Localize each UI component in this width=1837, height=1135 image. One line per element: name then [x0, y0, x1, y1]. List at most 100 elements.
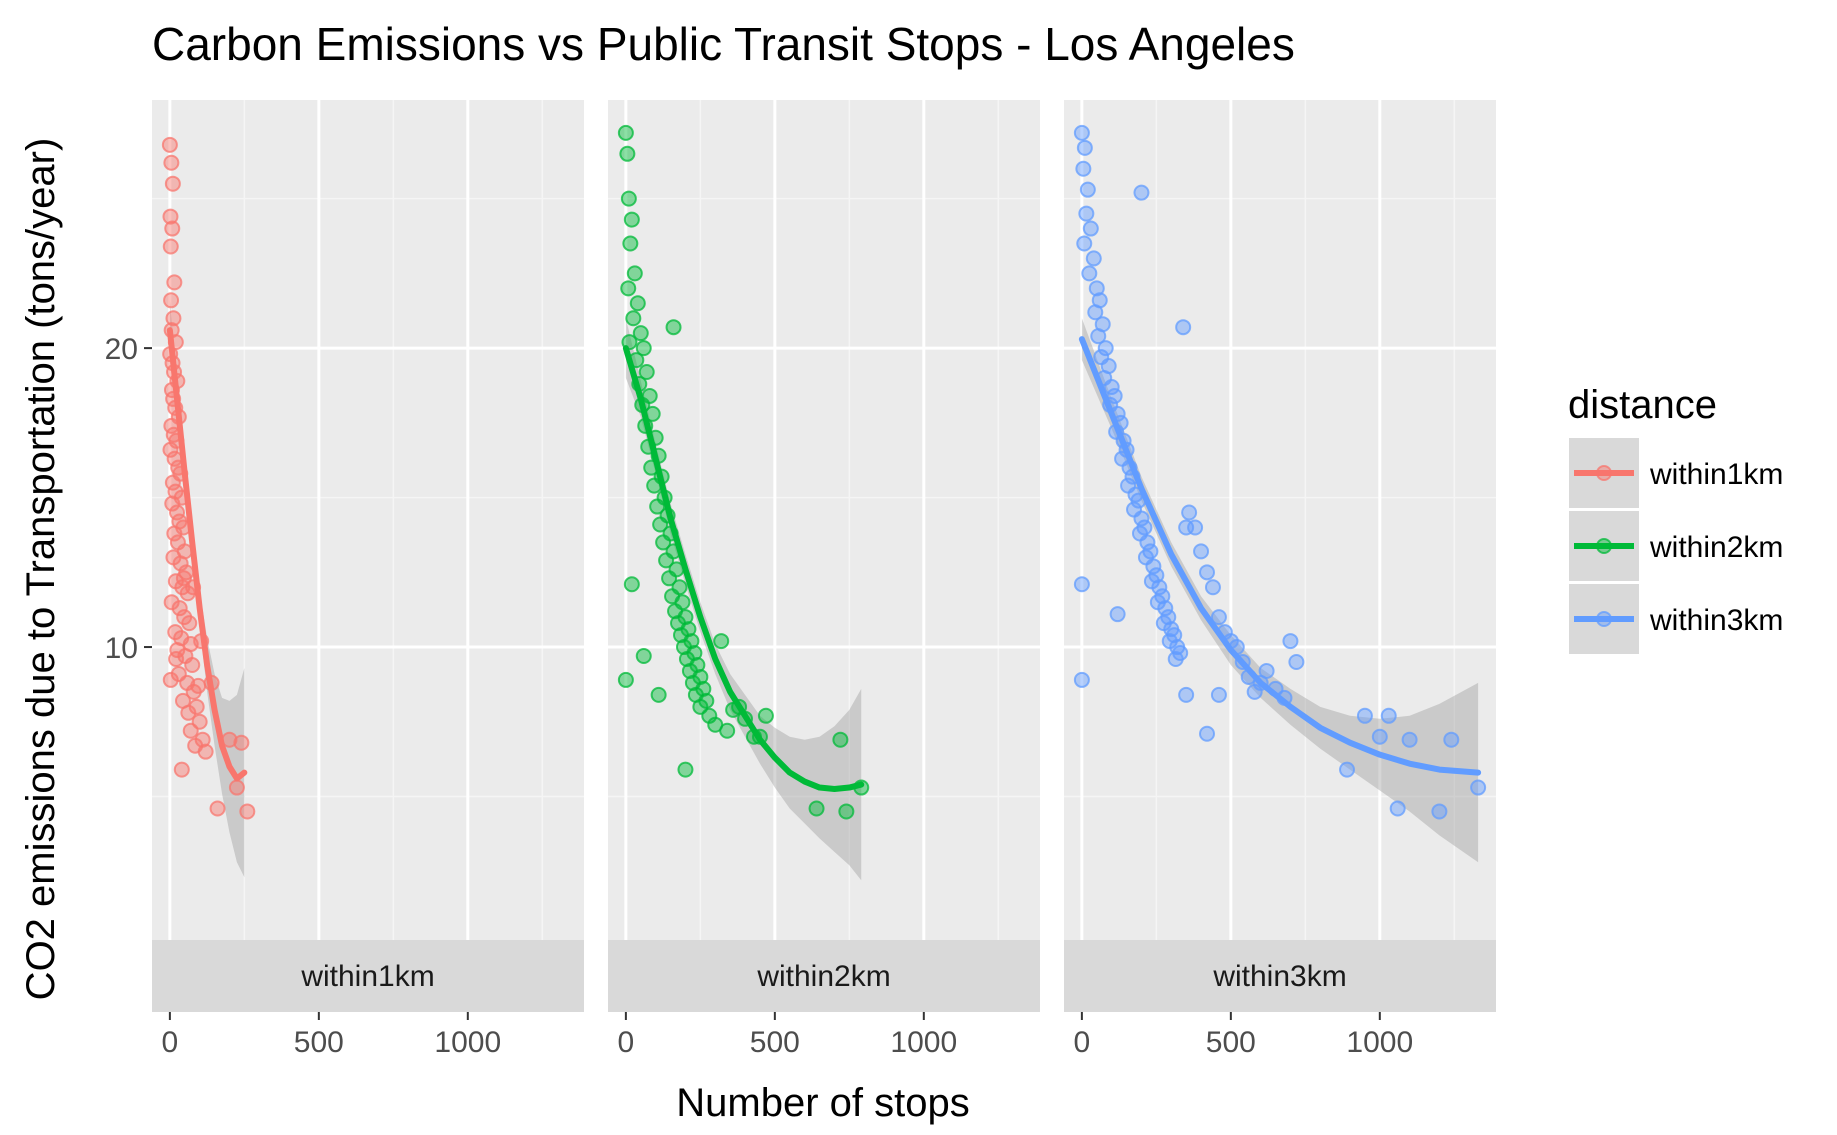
data-point — [233, 734, 250, 751]
data-point — [162, 441, 179, 458]
data-point — [162, 208, 179, 225]
data-point — [180, 704, 197, 721]
data-point — [182, 722, 199, 739]
chart-title: Carbon Emissions vs Public Transit Stops… — [152, 18, 1295, 70]
data-point — [164, 220, 181, 237]
data-point — [665, 319, 682, 336]
facet-strip — [1064, 940, 1496, 1012]
data-point — [1085, 250, 1102, 267]
data-point — [832, 731, 849, 748]
data-point — [1145, 558, 1162, 575]
data-point — [626, 265, 643, 282]
data-point — [1380, 707, 1397, 724]
data-point — [632, 325, 649, 342]
data-point — [1288, 653, 1305, 670]
y-tick-label: 20 — [105, 333, 138, 366]
facet-strip — [152, 940, 584, 1012]
data-point — [1389, 800, 1406, 817]
panel-background — [608, 100, 1040, 940]
data-point — [171, 600, 188, 617]
data-point — [622, 235, 639, 252]
data-point — [163, 154, 180, 171]
data-point — [713, 633, 730, 650]
x-tick-label: 1000 — [1346, 1026, 1413, 1059]
y-tick-label: 10 — [105, 632, 138, 665]
data-point — [1356, 707, 1373, 724]
legend-key-point — [1596, 611, 1612, 627]
data-point — [757, 707, 774, 724]
data-point — [1087, 304, 1104, 321]
data-point — [652, 516, 669, 533]
legend-item-within3km: within3km — [1567, 582, 1783, 656]
data-point — [168, 651, 185, 668]
data-point — [1431, 803, 1448, 820]
data-point — [1204, 579, 1221, 596]
x-tick-label: 500 — [750, 1026, 800, 1059]
x-axis-title: Number of stops — [676, 1081, 969, 1125]
data-point — [197, 743, 214, 760]
x-tick-label: 0 — [618, 1026, 635, 1059]
data-point — [181, 615, 198, 632]
data-point — [166, 525, 183, 542]
legend-title: distance — [1568, 383, 1717, 427]
data-point — [1088, 280, 1105, 297]
data-point — [1133, 510, 1150, 527]
confidence-band — [625, 318, 862, 881]
legend-key-point — [1596, 538, 1612, 554]
legend-label: within3km — [1649, 604, 1783, 637]
data-point — [1193, 543, 1210, 560]
data-point — [1167, 651, 1184, 668]
legend-label: within2km — [1649, 531, 1783, 564]
panel-background — [152, 100, 584, 940]
data-point — [1157, 600, 1174, 617]
data-point — [162, 671, 179, 688]
data-point — [1081, 265, 1098, 282]
data-point — [1470, 779, 1487, 796]
data-point — [161, 136, 178, 153]
data-point — [1151, 579, 1168, 596]
data-point — [655, 534, 672, 551]
data-point — [625, 310, 642, 327]
data-point — [677, 761, 694, 778]
data-point — [635, 340, 652, 357]
confidence-band — [1081, 318, 1479, 863]
data-point — [1181, 504, 1198, 521]
data-point — [1078, 205, 1095, 222]
data-point — [1076, 235, 1093, 252]
data-point — [184, 656, 201, 673]
data-point — [1210, 609, 1227, 626]
smooth-fit-line — [622, 345, 865, 793]
data-point — [1079, 181, 1096, 198]
facet-strip-label: within2km — [756, 960, 890, 993]
legend-label: within1km — [1649, 458, 1783, 491]
data-point — [1199, 725, 1216, 742]
data-point — [173, 761, 190, 778]
data-point — [172, 555, 189, 572]
data-point — [808, 800, 825, 817]
facet-strip-label: within3km — [1212, 960, 1346, 993]
data-point — [166, 274, 183, 291]
data-point — [623, 576, 640, 593]
data-point — [620, 190, 637, 207]
data-point — [629, 295, 646, 312]
data-point — [1339, 761, 1356, 778]
x-tick-label: 500 — [1206, 1026, 1256, 1059]
data-point — [1371, 728, 1388, 745]
x-tick-label: 1000 — [434, 1026, 501, 1059]
data-point — [650, 686, 667, 703]
legend-item-within1km: within1km — [1567, 436, 1783, 510]
data-point — [1103, 378, 1120, 395]
data-point — [1076, 139, 1093, 156]
x-tick-label: 500 — [294, 1026, 344, 1059]
data-point — [1175, 319, 1192, 336]
data-point — [162, 238, 179, 255]
data-point — [164, 474, 181, 491]
data-point — [1443, 731, 1460, 748]
data-point — [1133, 184, 1150, 201]
data-point — [190, 677, 207, 694]
data-point — [635, 648, 652, 665]
y-axis-title: CO2 emissions due to Transportation (ton… — [19, 138, 63, 1001]
data-point — [661, 570, 678, 587]
